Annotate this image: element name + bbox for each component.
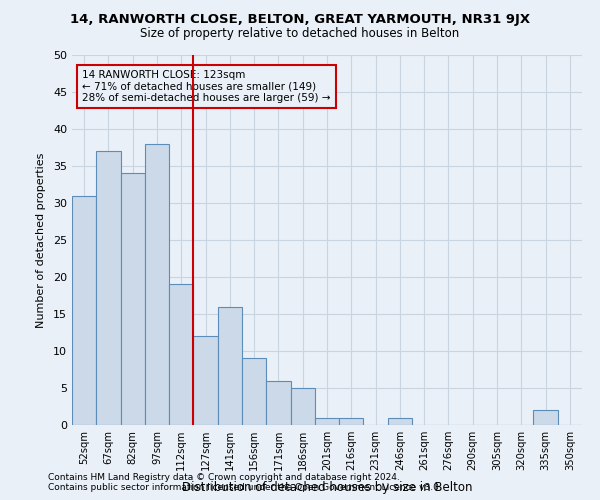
Text: 14 RANWORTH CLOSE: 123sqm
← 71% of detached houses are smaller (149)
28% of semi: 14 RANWORTH CLOSE: 123sqm ← 71% of detac… — [82, 70, 331, 103]
Bar — [266, 380, 290, 425]
Bar — [96, 151, 121, 425]
Bar — [339, 418, 364, 425]
Text: Contains HM Land Registry data © Crown copyright and database right 2024.: Contains HM Land Registry data © Crown c… — [48, 474, 400, 482]
Bar — [242, 358, 266, 425]
Y-axis label: Number of detached properties: Number of detached properties — [36, 152, 46, 328]
Bar — [290, 388, 315, 425]
Bar — [193, 336, 218, 425]
Text: Contains public sector information licensed under the Open Government Licence v3: Contains public sector information licen… — [48, 484, 442, 492]
Bar — [315, 418, 339, 425]
Bar — [218, 306, 242, 425]
Text: Size of property relative to detached houses in Belton: Size of property relative to detached ho… — [140, 28, 460, 40]
Bar — [72, 196, 96, 425]
Bar — [121, 174, 145, 425]
Text: 14, RANWORTH CLOSE, BELTON, GREAT YARMOUTH, NR31 9JX: 14, RANWORTH CLOSE, BELTON, GREAT YARMOU… — [70, 12, 530, 26]
Bar — [533, 410, 558, 425]
Bar — [169, 284, 193, 425]
Bar — [145, 144, 169, 425]
X-axis label: Distribution of detached houses by size in Belton: Distribution of detached houses by size … — [182, 482, 472, 494]
Bar — [388, 418, 412, 425]
